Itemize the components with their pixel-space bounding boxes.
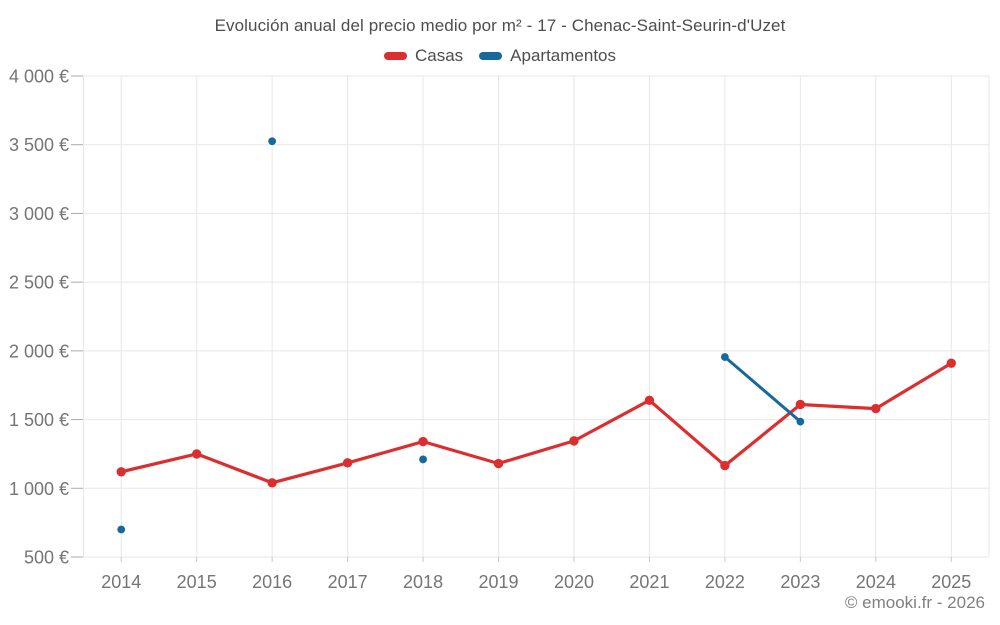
point-casas-2017 [342, 458, 353, 468]
point-casas-2016 [267, 478, 277, 488]
point-casas-2015 [191, 449, 202, 459]
chart-title: Evolución anual del precio medio por m² … [214, 16, 786, 35]
y-tick-label: 500 € [24, 548, 69, 568]
y-tick-label: 2 000 € [9, 341, 69, 361]
x-tick-label: 2023 [780, 572, 820, 592]
legend-swatch-apartamentos [479, 52, 503, 60]
point-casas-2018 [418, 436, 428, 447]
point-casas-2023 [795, 399, 806, 410]
y-tick-label: 1 500 € [9, 410, 69, 430]
point-casas-2025 [946, 358, 956, 368]
legend-label-apartamentos: Apartamentos [510, 46, 617, 65]
y-tick-label: 4 000 € [9, 67, 69, 87]
point-casas-2022 [720, 460, 730, 471]
x-tick-label: 2019 [478, 572, 518, 592]
x-tick-label: 2014 [101, 572, 141, 592]
point-apartamentos-2022 [720, 353, 729, 361]
x-tick-label: 2022 [705, 572, 745, 592]
point-apartamentos-2023 [796, 417, 805, 426]
point-casas-2019 [493, 458, 504, 469]
copyright-credit: © emooki.fr - 2026 [844, 593, 985, 612]
chart-legend: Casas Apartamentos [0, 46, 1000, 66]
point-apartamentos-2018 [419, 455, 427, 464]
legend-swatch-casas [383, 52, 407, 60]
x-tick-label: 2016 [252, 572, 292, 592]
x-tick-label: 2025 [931, 572, 971, 592]
point-casas-2014 [116, 467, 126, 477]
x-tick-label: 2015 [177, 572, 217, 592]
x-tick-label: 2018 [403, 572, 443, 592]
x-tick-label: 2024 [856, 572, 896, 592]
point-casas-2024 [871, 403, 881, 414]
y-tick-label: 1 000 € [9, 479, 69, 499]
x-tick-label: 2020 [554, 572, 594, 592]
y-tick-label: 2 500 € [9, 273, 69, 293]
point-casas-2020 [569, 436, 579, 446]
series-line-apartamentos [723, 355, 802, 424]
x-tick-label: 2021 [629, 572, 669, 592]
legend-item-casas[interactable]: Casas [383, 46, 464, 66]
point-apartamentos-2014 [117, 525, 126, 534]
y-tick-label: 3 500 € [9, 135, 69, 155]
y-tick-label: 3 000 € [9, 204, 69, 224]
point-casas-2021 [644, 395, 655, 406]
series-line-casas [119, 361, 953, 485]
legend-item-apartamentos[interactable]: Apartamentos [479, 46, 616, 66]
legend-label-casas: Casas [414, 46, 464, 65]
x-tick-label: 2017 [328, 572, 368, 592]
point-apartamentos-2016 [268, 137, 277, 146]
